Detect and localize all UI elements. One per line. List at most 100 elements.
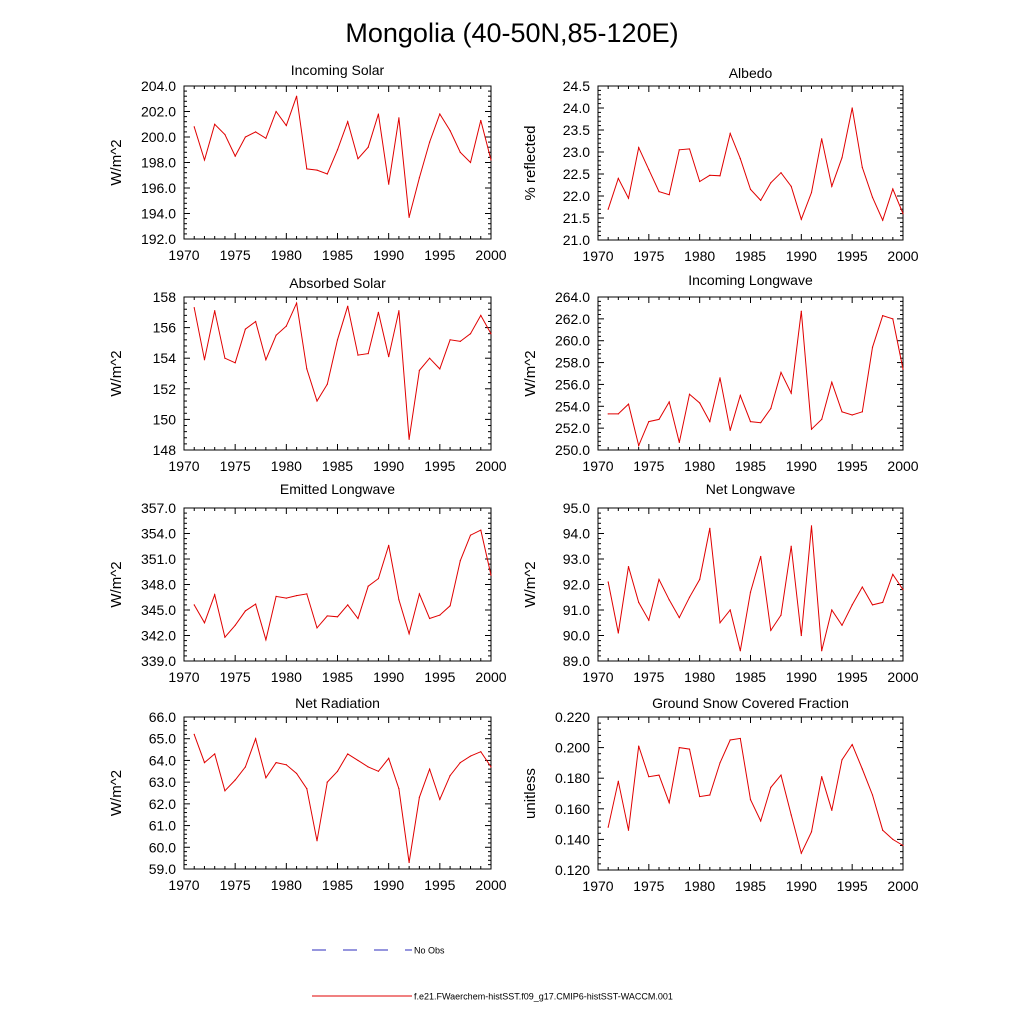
x-tick-label: 1980 bbox=[684, 878, 715, 894]
data-point bbox=[418, 369, 420, 372]
data-point bbox=[439, 368, 441, 370]
y-tick-label: 65.0 bbox=[149, 731, 176, 747]
data-point bbox=[336, 616, 339, 618]
plot-frame bbox=[183, 716, 492, 870]
data-point bbox=[224, 133, 226, 136]
y-tick-label: 262.0 bbox=[555, 311, 590, 327]
data-point bbox=[851, 107, 853, 109]
y-tick-label: 23.5 bbox=[563, 122, 590, 138]
data-point bbox=[203, 159, 206, 161]
data-point bbox=[275, 595, 277, 598]
data-point bbox=[648, 776, 650, 778]
data-point bbox=[871, 346, 874, 348]
data-point bbox=[306, 368, 308, 370]
data-point bbox=[861, 586, 863, 588]
data-point bbox=[810, 191, 813, 194]
x-tick-label: 1985 bbox=[322, 247, 353, 263]
data-point bbox=[255, 131, 257, 133]
y-tick-label: 198.0 bbox=[141, 155, 176, 171]
data-point bbox=[398, 310, 400, 312]
y-axis-label: W/m^2 bbox=[108, 350, 125, 396]
data-point bbox=[367, 585, 369, 587]
data-point bbox=[429, 141, 431, 143]
y-tick-label: 62.0 bbox=[149, 796, 176, 812]
x-tick-label: 1995 bbox=[424, 877, 455, 893]
y-tick-label: 354.0 bbox=[141, 526, 176, 542]
data-point bbox=[480, 751, 482, 753]
y-tick-label: 194.0 bbox=[141, 206, 176, 222]
panel-incoming-longwave: 1970 1975 1980 1985 1990 1995 2000 250.0 252.0 25… bbox=[522, 272, 919, 474]
x-tick-label: 1990 bbox=[373, 458, 404, 474]
data-point bbox=[490, 159, 492, 161]
data-point bbox=[841, 157, 843, 159]
data-point bbox=[638, 147, 640, 149]
x-tick-label: 2000 bbox=[475, 458, 506, 474]
data-point bbox=[295, 302, 298, 304]
x-tick-label: 1985 bbox=[735, 248, 766, 264]
data-point bbox=[760, 422, 762, 424]
data-point bbox=[275, 762, 277, 764]
data-point bbox=[810, 428, 813, 430]
y-tick-label: 202.0 bbox=[141, 104, 176, 120]
y-tick-label: 258.0 bbox=[555, 355, 590, 371]
data-point bbox=[648, 619, 650, 621]
data-point bbox=[203, 622, 206, 624]
x-tick-label: 2000 bbox=[887, 669, 918, 685]
y-tick-label: 95.0 bbox=[563, 500, 590, 516]
data-point bbox=[203, 359, 206, 361]
x-tick-label: 1990 bbox=[786, 669, 817, 685]
data-point bbox=[871, 604, 874, 606]
panel-title: Albedo bbox=[729, 65, 773, 81]
data-point bbox=[739, 158, 741, 160]
data-point bbox=[459, 340, 461, 342]
y-tick-label: 260.0 bbox=[555, 333, 590, 349]
data-point bbox=[749, 188, 752, 190]
data-point bbox=[638, 445, 640, 447]
x-tick-label: 1990 bbox=[373, 669, 404, 685]
data-point bbox=[408, 438, 410, 440]
data-point bbox=[780, 774, 782, 776]
plot-frame bbox=[597, 296, 904, 451]
data-point bbox=[480, 529, 482, 531]
data-point bbox=[607, 208, 609, 210]
data-point bbox=[739, 650, 741, 652]
data-point bbox=[719, 622, 721, 624]
data-point bbox=[244, 610, 246, 612]
data-point bbox=[607, 413, 609, 415]
data-point bbox=[780, 172, 782, 174]
x-tick-label: 1970 bbox=[582, 669, 613, 685]
y-tick-label: 196.0 bbox=[141, 180, 176, 196]
y-tick-label: 63.0 bbox=[149, 774, 176, 790]
series-line-model bbox=[193, 96, 492, 218]
y-tick-label: 93.0 bbox=[563, 551, 590, 567]
panel-title: Absorbed Solar bbox=[289, 275, 386, 291]
data-point bbox=[648, 169, 650, 171]
data-point bbox=[357, 354, 359, 356]
y-tick-label: 24.5 bbox=[563, 78, 590, 94]
panels-group: 1970 1975 1980 1985 1990 1995 2000 192.0 194.0 19… bbox=[108, 62, 919, 894]
legend: No Obs f.e21.FWaerchem-histSST.f09_g17.C… bbox=[312, 946, 673, 1002]
x-tick-label: 1985 bbox=[322, 458, 353, 474]
data-point bbox=[193, 126, 195, 128]
data-point bbox=[821, 418, 823, 420]
data-point bbox=[316, 400, 318, 402]
data-point bbox=[255, 738, 257, 740]
series-line-model bbox=[608, 311, 904, 448]
x-tick-label: 1990 bbox=[786, 248, 817, 264]
x-tick-label: 1980 bbox=[271, 877, 302, 893]
data-point bbox=[902, 844, 904, 847]
data-point bbox=[459, 560, 461, 562]
data-point bbox=[316, 627, 318, 629]
x-tick-label: 1995 bbox=[424, 247, 455, 263]
y-tick-label: 21.5 bbox=[563, 210, 590, 226]
data-point bbox=[841, 759, 843, 761]
x-tick-label: 1990 bbox=[786, 458, 817, 474]
y-tick-label: 200.0 bbox=[141, 129, 176, 145]
data-point bbox=[688, 596, 691, 598]
data-point bbox=[627, 197, 630, 199]
data-point bbox=[719, 762, 721, 764]
y-tick-label: 0.180 bbox=[555, 770, 590, 786]
x-tick-label: 1970 bbox=[582, 458, 613, 474]
panel-title: Emitted Longwave bbox=[280, 481, 395, 497]
